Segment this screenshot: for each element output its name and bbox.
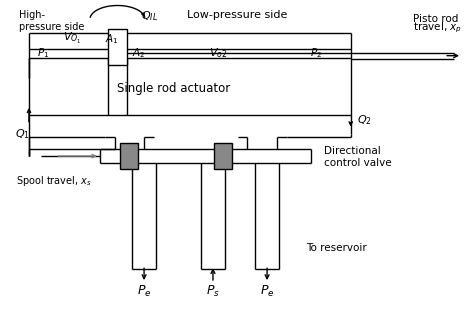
Bar bbox=[214, 143, 232, 169]
Text: $V_{o2}$: $V_{o2}$ bbox=[209, 46, 227, 60]
Bar bbox=[120, 143, 138, 169]
Text: $Q_1$: $Q_1$ bbox=[15, 128, 30, 141]
Text: $A_1$: $A_1$ bbox=[105, 32, 118, 46]
Bar bbox=[108, 29, 128, 64]
Text: $V_{O_1}$: $V_{O_1}$ bbox=[63, 32, 82, 47]
Text: $Q_2$: $Q_2$ bbox=[356, 113, 372, 127]
Text: Low-pressure side: Low-pressure side bbox=[187, 10, 288, 20]
Text: travel, $x_p$: travel, $x_p$ bbox=[413, 21, 462, 35]
Bar bbox=[29, 58, 351, 115]
Text: $P_e$: $P_e$ bbox=[260, 284, 274, 300]
Text: Single rod actuator: Single rod actuator bbox=[117, 82, 230, 95]
Text: $P_2$: $P_2$ bbox=[310, 46, 322, 60]
Text: To reservoir: To reservoir bbox=[306, 242, 367, 253]
Text: Spool travel, $x_s$: Spool travel, $x_s$ bbox=[16, 174, 92, 188]
Text: $A_2$: $A_2$ bbox=[132, 46, 146, 60]
Text: control valve: control valve bbox=[324, 158, 392, 168]
Text: $P_s$: $P_s$ bbox=[206, 284, 220, 300]
Text: Pisto rod: Pisto rod bbox=[413, 14, 458, 24]
Text: $P_1$: $P_1$ bbox=[36, 46, 49, 60]
Text: $Q_{IL}$: $Q_{IL}$ bbox=[140, 10, 157, 23]
Text: High-
pressure side: High- pressure side bbox=[19, 11, 84, 32]
Text: Directional: Directional bbox=[324, 146, 381, 156]
Text: $P_e$: $P_e$ bbox=[137, 284, 151, 300]
